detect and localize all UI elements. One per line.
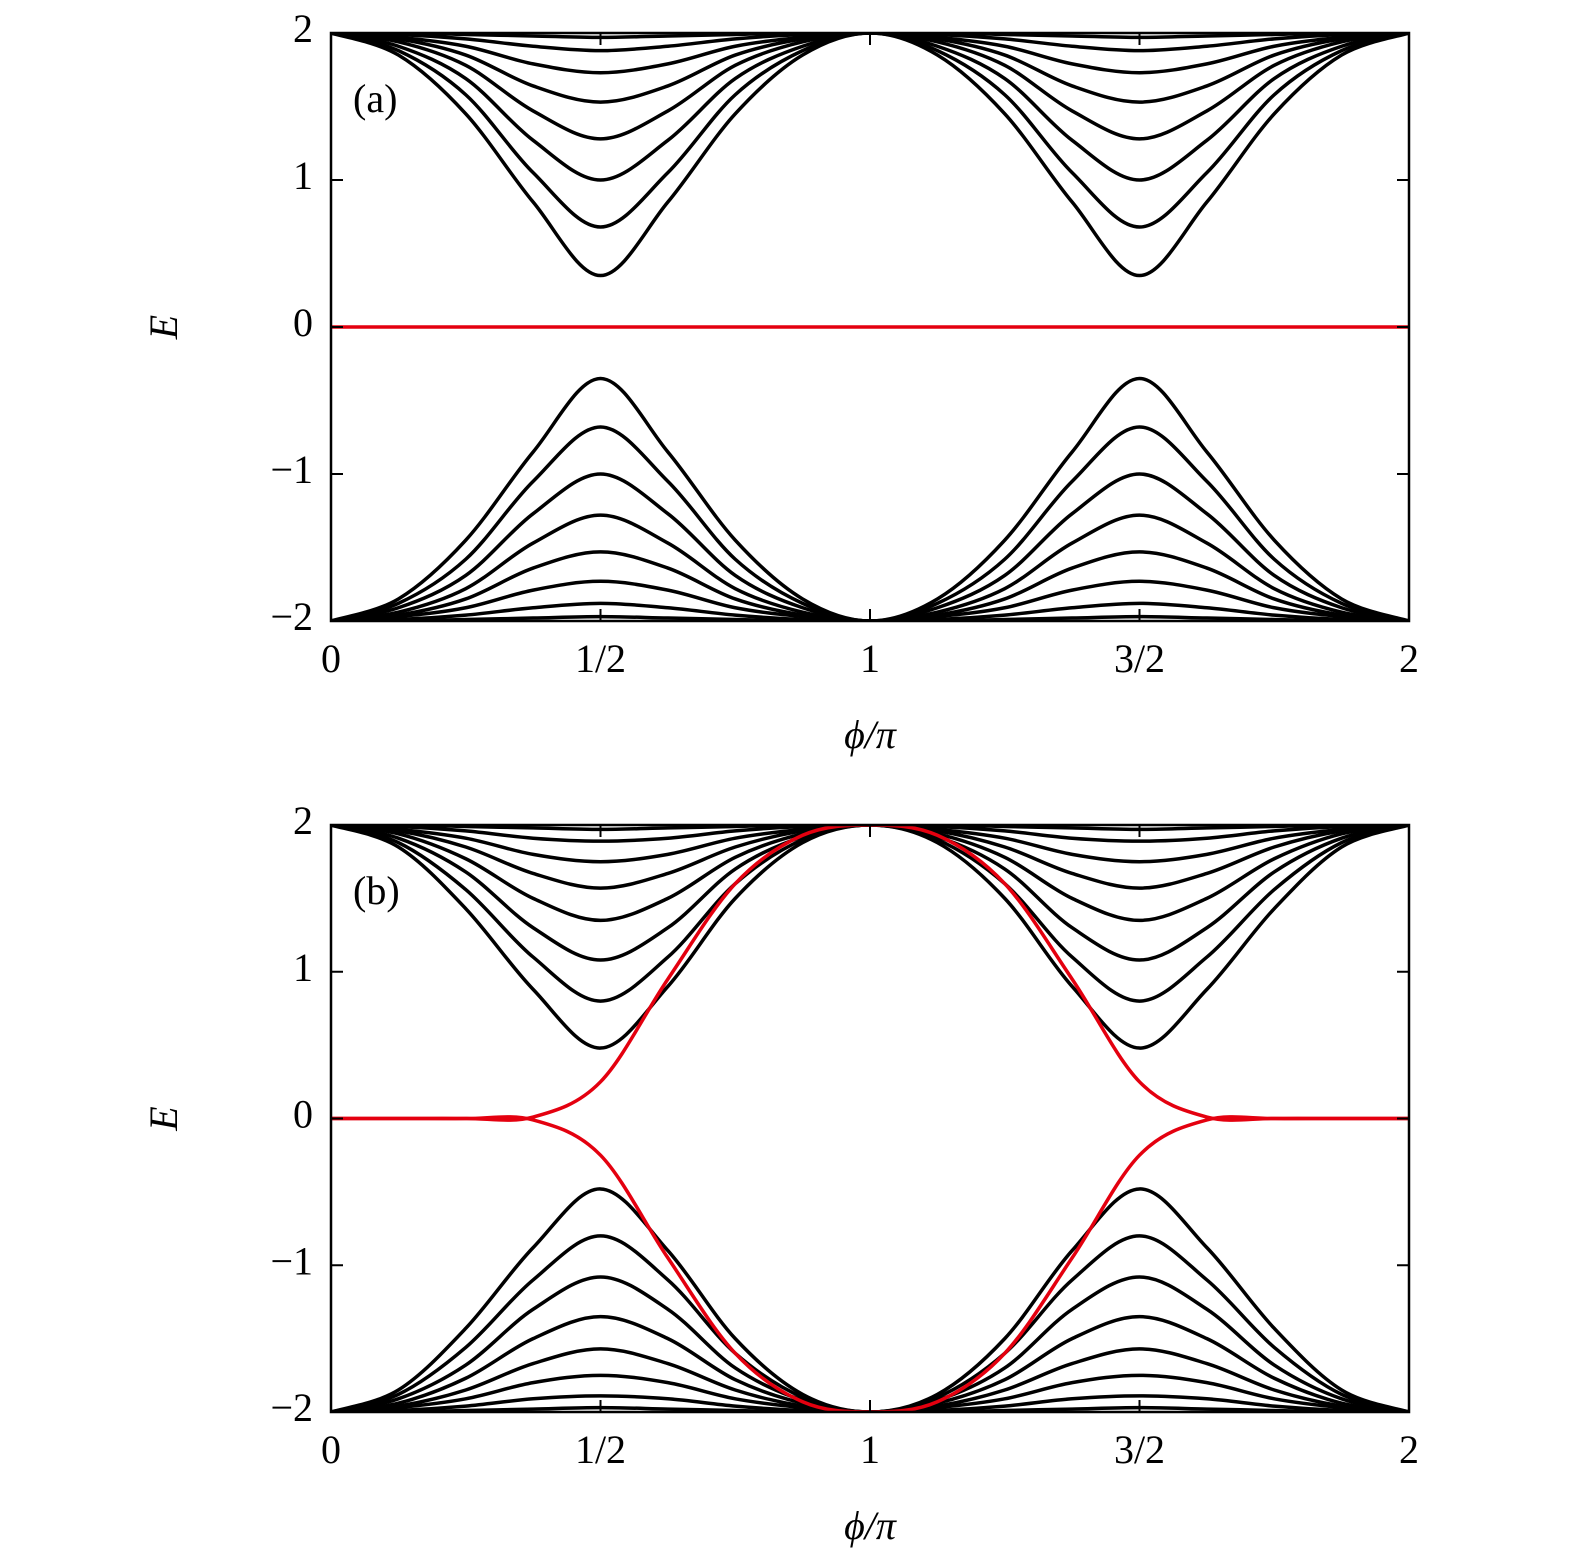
curve — [331, 33, 1409, 75]
y-tick-label: −1 — [270, 447, 313, 492]
curve — [331, 1115, 1409, 1412]
y-axis-label: E — [141, 1106, 186, 1131]
panel: −2 −1 0 1 2 0 1/2 1 3/2 2 ϕ/π E (a) — [141, 6, 1419, 757]
curve — [331, 33, 1409, 104]
curve — [331, 33, 1409, 182]
curve — [331, 550, 1409, 621]
curve — [331, 825, 1409, 962]
x-tick-label: 3/2 — [1114, 636, 1165, 681]
curve — [331, 1314, 1409, 1412]
curve — [331, 579, 1409, 621]
panel-label: (b) — [353, 868, 400, 913]
y-tick-label: 1 — [293, 945, 313, 990]
y-tick-label: −1 — [270, 1238, 313, 1283]
series-group — [331, 825, 1409, 1412]
curve — [331, 1275, 1409, 1412]
curve — [331, 825, 1409, 843]
curve — [331, 1187, 1409, 1412]
curve — [331, 825, 1409, 832]
curve — [331, 1405, 1409, 1412]
y-tick-label: 1 — [293, 153, 313, 198]
panel: −2 −1 0 1 2 0 1/2 1 3/2 2 ϕ/π E (b) — [141, 798, 1419, 1548]
curve — [331, 1347, 1409, 1412]
x-tick-label: 1/2 — [575, 636, 626, 681]
y-tick-label: 2 — [293, 798, 313, 843]
curve — [331, 825, 1409, 1122]
curve — [331, 33, 1409, 141]
x-tick-label: 0 — [321, 636, 341, 681]
x-axis-label: ϕ/π — [844, 712, 897, 757]
x-axis-label: ϕ/π — [844, 1503, 897, 1548]
panel-label: (a) — [353, 76, 397, 121]
x-tick-label: 0 — [321, 1427, 341, 1472]
curve — [331, 825, 1409, 923]
curve — [331, 601, 1409, 621]
curve — [331, 513, 1409, 621]
curve — [331, 825, 1409, 864]
curve — [331, 33, 1409, 278]
curve — [331, 425, 1409, 621]
curve — [331, 33, 1409, 53]
curve — [331, 825, 1409, 1050]
curve — [331, 1373, 1409, 1412]
y-tick-label: 2 — [293, 6, 313, 51]
x-tick-label: 1 — [860, 636, 880, 681]
curve — [331, 33, 1409, 229]
curve — [331, 825, 1409, 1003]
curve — [331, 614, 1409, 621]
y-tick-label: 0 — [293, 300, 313, 345]
y-axis-label: E — [141, 315, 186, 340]
y-tick-label: −2 — [270, 1385, 313, 1430]
x-tick-label: 2 — [1399, 1427, 1419, 1472]
curve — [331, 1394, 1409, 1412]
x-tick-label: 3/2 — [1114, 1427, 1165, 1472]
curve — [331, 1234, 1409, 1412]
x-tick-label: 1/2 — [575, 1427, 626, 1472]
curve — [331, 376, 1409, 621]
series-group — [331, 33, 1409, 621]
curve — [331, 33, 1409, 40]
curve — [331, 825, 1409, 890]
curve — [331, 472, 1409, 621]
y-tick-label: 0 — [293, 1092, 313, 1137]
y-tick-label: −2 — [270, 594, 313, 639]
x-tick-label: 1 — [860, 1427, 880, 1472]
x-tick-label: 2 — [1399, 636, 1419, 681]
